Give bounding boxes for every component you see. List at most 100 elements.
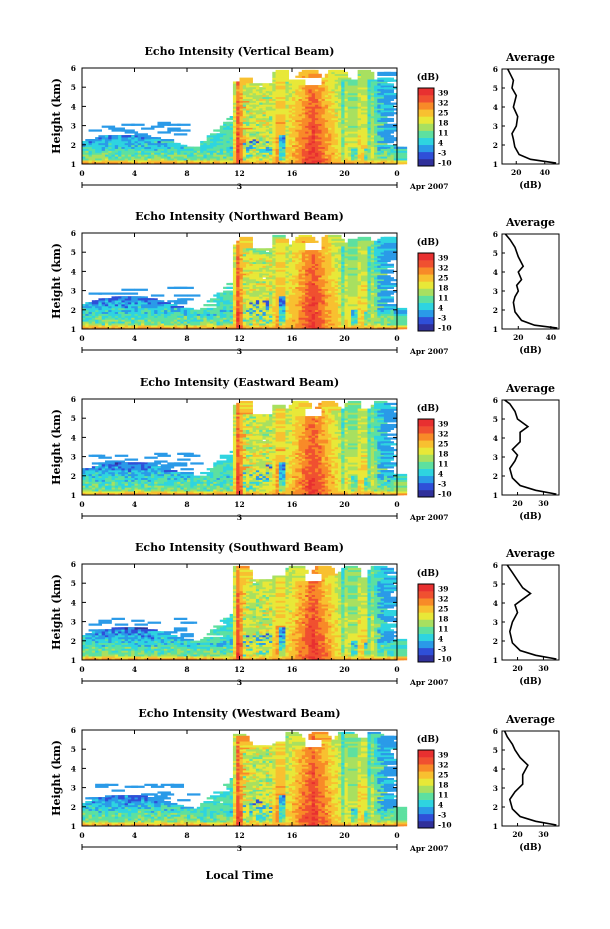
heatmap-cell [121, 123, 135, 126]
y-tick-label: 2 [71, 141, 76, 150]
heatmap-cell [275, 133, 290, 136]
heatmap-cell [88, 129, 102, 132]
colorbar-tick-label: 39 [438, 89, 448, 98]
heatmap-cell [223, 298, 237, 301]
heatmap-cell [383, 139, 398, 142]
heatmap-cell [275, 117, 290, 121]
heatmap-cell [239, 127, 253, 130]
heatmap-cell [150, 125, 165, 128]
heatmap-cell [383, 79, 398, 82]
colorbar-segment [418, 95, 434, 103]
heatmap-cell [292, 83, 306, 86]
heatmap-cell [249, 273, 263, 276]
heatmap-cell [180, 286, 194, 289]
profile-y-tick-label: 1 [493, 160, 498, 169]
heatmap-cell [383, 127, 398, 130]
heatmap-cell [347, 108, 362, 111]
heatmap-cell [360, 75, 375, 78]
heatmap-cell [275, 87, 290, 90]
heatmap-cell [374, 116, 388, 119]
heatmap-cell [206, 304, 221, 307]
heatmap-cell [380, 277, 395, 280]
heatmap-cell [380, 131, 395, 134]
heatmap-cell [328, 236, 342, 240]
heatmap-cell [124, 131, 139, 134]
x-tick-label: 0 [394, 169, 399, 178]
heatmap-cell [180, 307, 194, 311]
heatmap-cell [347, 94, 362, 98]
heatmap-cell [190, 309, 204, 313]
heatmap-cell [337, 77, 352, 80]
profile-line [506, 68, 557, 164]
y-tick-label: 5 [71, 83, 76, 92]
heatmap-cell [275, 265, 290, 268]
heatmap-cell [173, 294, 188, 297]
heatmap-cell [292, 244, 306, 247]
heatmap-cell [380, 119, 395, 123]
heatmap-cell [239, 244, 253, 247]
heatmap-cell [347, 137, 362, 140]
heatmap-cell [275, 288, 290, 291]
x-tick-label: 20 [339, 169, 349, 178]
heatmap-cell [259, 127, 273, 130]
heatmap-cell [292, 248, 306, 251]
heatmap-cell [275, 271, 290, 274]
heatmap-cell [275, 254, 290, 257]
heatmap-cell [150, 300, 165, 303]
heatmap-cell [334, 75, 349, 78]
heatmap-cell [88, 292, 102, 295]
heatmap-cell [157, 123, 171, 126]
heatmap-cell [272, 234, 286, 238]
heatmap-cell [167, 123, 181, 126]
colorbar-tick-label: 11 [438, 129, 448, 138]
colorbar-segment [418, 116, 434, 124]
heatmap-cell [377, 259, 391, 263]
heatmap-cell [347, 116, 362, 119]
heatmap-cell [383, 125, 398, 128]
heatmap-cell [147, 137, 162, 140]
heatmap-cell [380, 85, 395, 88]
heatmap-cell [167, 127, 181, 130]
heatmap-cell [374, 94, 388, 98]
colorbar-tick-label: -10 [438, 159, 452, 168]
heatmap-cell [275, 242, 290, 245]
heatmap-cell [275, 104, 290, 107]
heatmap-cell [134, 288, 148, 291]
profile-y-tick-label: 6 [493, 65, 498, 74]
heatmap-cell [173, 144, 188, 148]
heatmap-cell [292, 242, 306, 245]
heatmap-cell [249, 277, 263, 280]
heatmap-cell [393, 148, 408, 151]
heatmap-cell [239, 238, 253, 241]
heatmap-cell [275, 69, 290, 73]
heatmap-cell [308, 73, 322, 76]
heatmap-cell [374, 87, 388, 90]
colorbar-segment [418, 123, 434, 131]
heatmap-cell [380, 77, 395, 80]
heatmap-cell [357, 238, 372, 241]
heatmap-cell [255, 284, 270, 288]
heatmap-cell [380, 89, 395, 92]
heatmap-cell [275, 77, 290, 80]
heatmap-cell [374, 288, 388, 291]
heatmap-cell [239, 77, 253, 80]
heatmap-cell [239, 81, 253, 84]
heatmap-cell [259, 252, 273, 255]
heatmap-cell [252, 271, 267, 274]
heatmap-cell [275, 94, 290, 98]
heatmap-cell [292, 79, 306, 82]
heatmap-cell [213, 135, 227, 138]
heatmap-cell [393, 150, 408, 153]
heatmap-cell [360, 71, 375, 75]
heatmap-cell [374, 121, 388, 124]
heatmap-cell [239, 240, 253, 243]
heatmap-cell [328, 234, 342, 238]
heatmap-cell [380, 140, 395, 144]
heatmap-cell [347, 131, 362, 134]
heatmap-cell [367, 79, 381, 82]
heatmap-cell [275, 114, 290, 117]
heatmap-cell [380, 91, 395, 94]
heatmap-cell [360, 240, 375, 243]
heatmap-cell [347, 121, 362, 124]
colorbar-frame [417, 87, 435, 167]
